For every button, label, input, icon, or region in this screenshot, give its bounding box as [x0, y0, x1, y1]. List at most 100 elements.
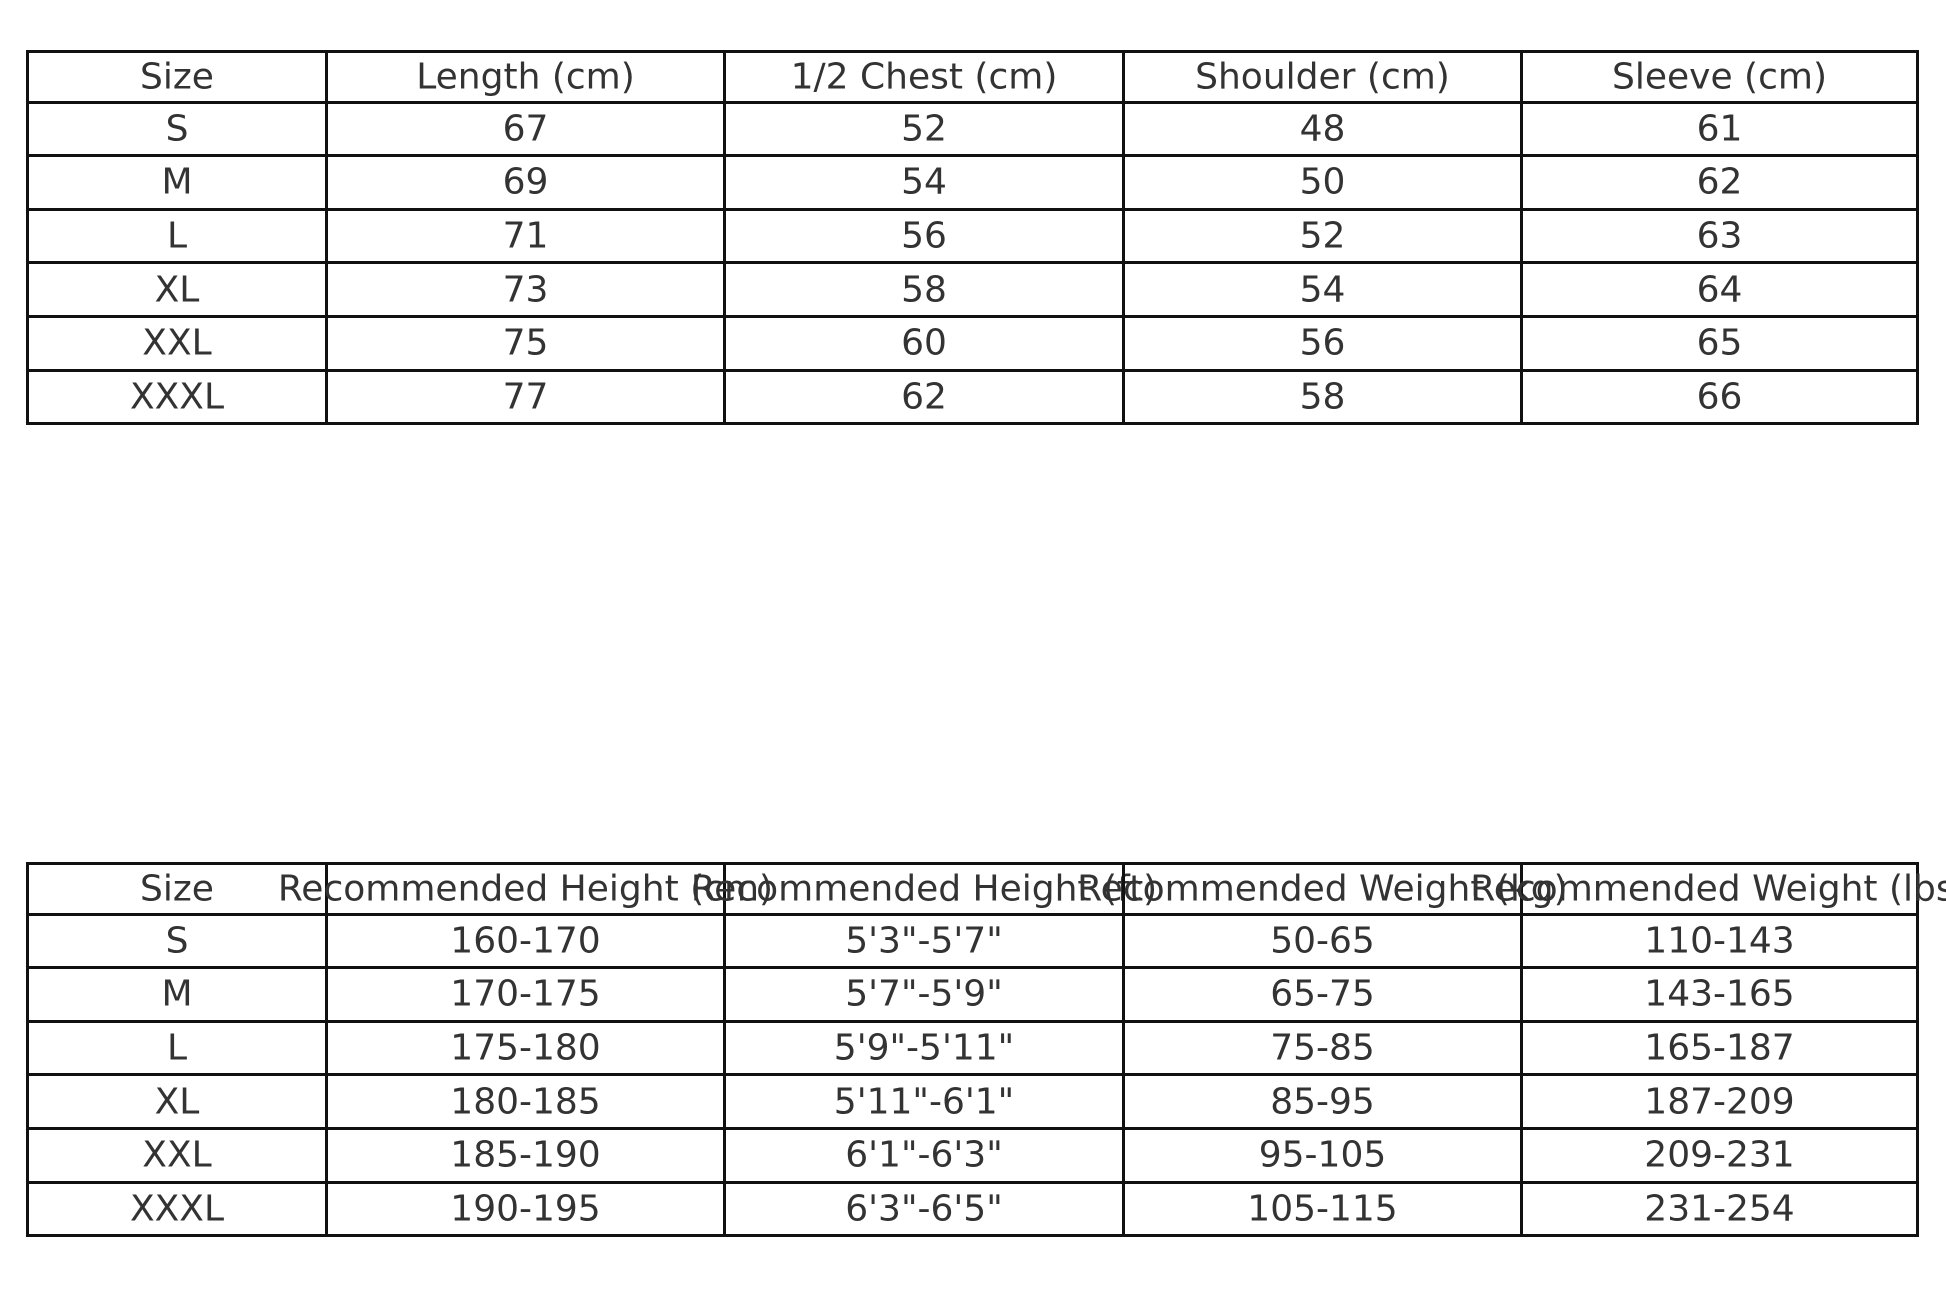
cell-text: 69 [502, 161, 549, 203]
header-row: Size Recommended Height (cm) Recommended H… [26, 862, 1946, 916]
table-cell: 56 [1122, 317, 1520, 369]
cell-text: 75-85 [1270, 1027, 1375, 1069]
table-cell: 62 [723, 371, 1122, 423]
table-cell: 6'1"-6'3" [723, 1129, 1122, 1181]
table-row: XXL 185-190 6'1"-6'3" 95-105 209-231 [26, 1129, 1919, 1184]
table-cell: 175-180 [325, 1022, 723, 1074]
table-cell: 85-95 [1122, 1076, 1520, 1127]
cell-text: XXL [142, 1134, 212, 1176]
cell-text: M [161, 161, 193, 203]
cell-text: Shoulder (cm) [1195, 56, 1450, 98]
cell-text: 56 [901, 215, 947, 257]
header-cell: Shoulder (cm) [1122, 53, 1520, 101]
table-cell: S [26, 915, 325, 967]
table-cell: 75 [325, 317, 723, 369]
cell-text: 231-254 [1644, 1188, 1795, 1230]
cell-text: 52 [901, 108, 947, 150]
table-row: XXXL 77 62 58 66 [26, 371, 1919, 426]
table-cell: XXL [26, 1129, 325, 1181]
table-cell: 52 [723, 103, 1122, 155]
cell-text: M [161, 973, 193, 1015]
table-row: XL 180-185 5'11"-6'1" 85-95 187-209 [26, 1076, 1919, 1130]
header-cell: 1/2 Chest (cm) [723, 53, 1122, 101]
table-cell: 62 [1520, 157, 1919, 208]
table-cell: 48 [1122, 103, 1520, 155]
table-cell: 58 [1122, 371, 1520, 423]
cell-text: L [166, 1027, 188, 1069]
table-row: S 67 52 48 61 [26, 103, 1919, 158]
table-cell: 65 [1520, 317, 1919, 369]
table-cell: 63 [1520, 210, 1919, 262]
table-cell: 71 [325, 210, 723, 262]
cell-text: 170-175 [450, 973, 601, 1015]
cell-text: 63 [1696, 215, 1743, 257]
cell-text: 5'11"-6'1" [833, 1081, 1015, 1123]
table-cell: 190-195 [325, 1183, 723, 1235]
cell-text: 58 [901, 269, 947, 311]
cell-text: Sleeve (cm) [1612, 56, 1827, 98]
table-cell: M [26, 969, 325, 1020]
table-row: XL 73 58 54 64 [26, 264, 1919, 318]
cell-text: 143-165 [1644, 973, 1795, 1015]
table-row: XXL 75 60 56 65 [26, 317, 1919, 372]
cell-text: 165-187 [1644, 1027, 1795, 1069]
table-row: L 175-180 5'9"-5'11" 75-85 165-187 [26, 1022, 1919, 1077]
header-row: Size Length (cm) 1/2 Chest (cm) Shoulder (c… [26, 50, 1919, 104]
cell-text: Recommended Height (cm) [277, 868, 774, 910]
table-cell: 65-75 [1122, 969, 1520, 1020]
cell-text: 50 [1299, 161, 1346, 203]
cell-text: XXL [142, 322, 212, 364]
table-cell: 56 [723, 210, 1122, 262]
table-cell: XXL [26, 317, 325, 369]
table-cell: L [26, 210, 325, 262]
table-cell: XXXL [26, 1183, 325, 1235]
cell-text: Size [140, 56, 214, 98]
table-cell: XL [26, 1076, 325, 1127]
table-cell: 95-105 [1122, 1129, 1520, 1181]
table-cell: 209-231 [1520, 1129, 1919, 1181]
table-cell: 54 [1122, 264, 1520, 315]
table-row: XXXL 190-195 6'3"-6'5" 105-115 231-254 [26, 1183, 1919, 1238]
table-row: M 69 54 50 62 [26, 157, 1919, 211]
table-cell: 64 [1520, 264, 1919, 315]
cell-text: 52 [1299, 215, 1346, 257]
cell-text: 1/2 Chest (cm) [790, 56, 1058, 98]
table-cell: 66 [1520, 371, 1919, 423]
cell-text: Recommended Weight (kg) [1077, 868, 1568, 910]
cell-text: Length (cm) [416, 56, 635, 98]
table-cell: 110-143 [1520, 915, 1919, 967]
cell-text: 5'9"-5'11" [833, 1027, 1015, 1069]
table-cell: 67 [325, 103, 723, 155]
table-cell: 160-170 [325, 915, 723, 967]
cell-text: XXXL [129, 1188, 225, 1230]
table-cell: 5'9"-5'11" [723, 1022, 1122, 1074]
cell-text: 66 [1696, 376, 1743, 418]
table-row: L 71 56 52 63 [26, 210, 1919, 265]
table-cell: 54 [723, 157, 1122, 208]
table-cell: 165-187 [1520, 1022, 1919, 1074]
table-cell: 50 [1122, 157, 1520, 208]
table-cell: 73 [325, 264, 723, 315]
cell-text: 60 [901, 322, 947, 364]
cell-text: 85-95 [1270, 1081, 1375, 1123]
cell-text: 71 [502, 215, 549, 257]
cell-text: 73 [502, 269, 549, 311]
cell-text: 185-190 [450, 1134, 601, 1176]
cell-text: Recommended Weight (lbs) [1470, 868, 1946, 910]
table-cell: 5'11"-6'1" [723, 1076, 1122, 1127]
cell-text: 48 [1299, 108, 1346, 150]
cell-text: 180-185 [450, 1081, 601, 1123]
table-cell: S [26, 103, 325, 155]
cell-text: 61 [1696, 108, 1743, 150]
size-recommendation-table: Size Recommended Height (cm) Recommended H… [26, 862, 1946, 1238]
cell-text: 67 [502, 108, 549, 150]
table-cell: XL [26, 264, 325, 315]
cell-text: 190-195 [450, 1188, 601, 1230]
table-cell: 143-165 [1520, 969, 1919, 1020]
table-cell: 5'3"-5'7" [723, 915, 1122, 967]
cell-text: 5'3"-5'7" [845, 920, 1003, 962]
cell-text: 95-105 [1258, 1134, 1387, 1176]
cell-text: 50-65 [1270, 920, 1375, 962]
cell-text: 58 [1299, 376, 1346, 418]
cell-text: Size [140, 868, 214, 910]
